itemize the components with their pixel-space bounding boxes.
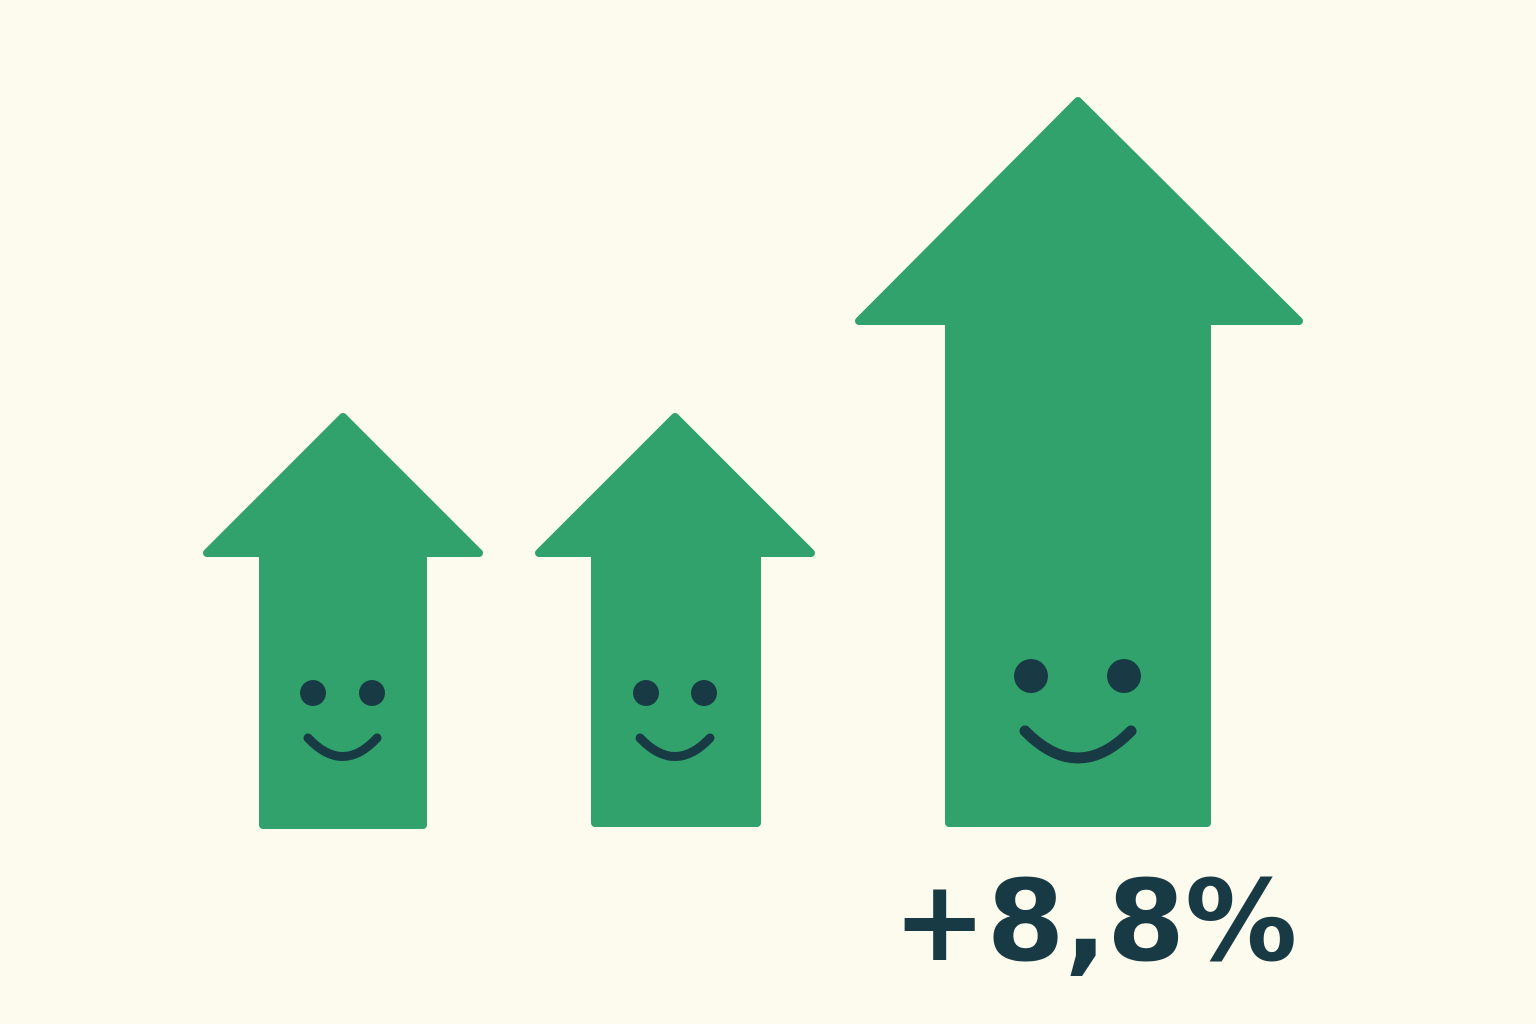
eye (633, 680, 659, 706)
eye (691, 680, 717, 706)
growth-label: +8,8% (893, 857, 1297, 987)
smile (303, 733, 382, 761)
small-arrow-middle (535, 413, 815, 827)
eye (1014, 659, 1048, 693)
large-arrow (855, 97, 1303, 827)
small-arrow-left (203, 413, 483, 829)
smile (1019, 725, 1137, 764)
eye (1107, 659, 1141, 693)
eye (359, 680, 385, 706)
arrow-shape (203, 413, 483, 829)
arrow-shape (855, 97, 1303, 827)
smile (635, 733, 715, 761)
arrow-shape (535, 413, 815, 827)
eye (300, 680, 326, 706)
